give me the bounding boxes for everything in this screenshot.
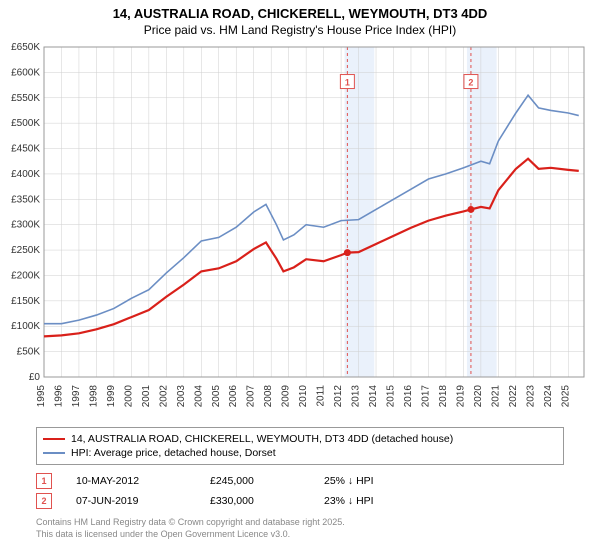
legend-swatch: [43, 452, 65, 454]
svg-text:2021: 2021: [490, 384, 501, 407]
svg-text:1997: 1997: [71, 384, 82, 407]
chart-area: 1 2 £0 £50K £100K £150K £200K £250K £300K £350K £4…: [0, 41, 600, 421]
svg-text:2009: 2009: [281, 384, 292, 407]
svg-text:£250K: £250K: [11, 245, 40, 256]
svg-text:2025: 2025: [560, 384, 571, 407]
svg-text:£400K: £400K: [11, 169, 40, 180]
transaction-price: £245,000: [210, 475, 300, 487]
svg-text:2008: 2008: [263, 384, 274, 407]
transaction-pct: 23% ↓ HPI: [324, 495, 424, 507]
transaction-date: 07-JUN-2019: [76, 495, 186, 507]
svg-text:2022: 2022: [508, 384, 519, 407]
svg-text:£550K: £550K: [11, 93, 40, 104]
svg-text:2010: 2010: [298, 384, 309, 407]
legend: 14, AUSTRALIA ROAD, CHICKERELL, WEYMOUTH…: [36, 427, 564, 465]
svg-text:2003: 2003: [176, 384, 187, 407]
chart-subtitle: Price paid vs. HM Land Registry's House …: [0, 23, 600, 41]
svg-text:2017: 2017: [420, 384, 431, 407]
svg-text:£150K: £150K: [11, 296, 40, 307]
svg-text:2023: 2023: [525, 384, 536, 407]
footer-line2: This data is licensed under the Open Gov…: [36, 529, 564, 541]
svg-text:£450K: £450K: [11, 143, 40, 154]
svg-text:2024: 2024: [543, 384, 554, 407]
svg-text:2016: 2016: [403, 384, 414, 407]
svg-text:£200K: £200K: [11, 270, 40, 281]
svg-text:£350K: £350K: [11, 194, 40, 205]
svg-text:2006: 2006: [228, 384, 239, 407]
svg-text:£600K: £600K: [11, 67, 40, 78]
legend-label: 14, AUSTRALIA ROAD, CHICKERELL, WEYMOUTH…: [71, 433, 453, 445]
svg-text:1996: 1996: [53, 384, 64, 407]
svg-text:2020: 2020: [473, 384, 484, 407]
svg-text:1999: 1999: [106, 384, 117, 407]
svg-text:2018: 2018: [438, 384, 449, 407]
svg-text:£100K: £100K: [11, 321, 40, 332]
svg-text:2015: 2015: [386, 384, 397, 407]
legend-row: HPI: Average price, detached house, Dors…: [43, 446, 557, 460]
svg-text:1998: 1998: [88, 384, 99, 407]
transactions-table: 1 10-MAY-2012 £245,000 25% ↓ HPI 2 07-JUN-201…: [36, 471, 564, 511]
footer-line1: Contains HM Land Registry data © Crown c…: [36, 517, 564, 529]
transaction-row: 2 07-JUN-2019 £330,000 23% ↓ HPI: [36, 491, 564, 511]
svg-text:1995: 1995: [36, 384, 47, 407]
svg-text:2005: 2005: [211, 384, 222, 407]
svg-text:£0: £0: [29, 372, 41, 383]
chart-svg: 1 2 £0 £50K £100K £150K £200K £250K £300K £350K £4…: [0, 41, 600, 421]
legend-swatch: [43, 438, 65, 440]
svg-text:£650K: £650K: [11, 42, 40, 53]
footer-attribution: Contains HM Land Registry data © Crown c…: [36, 517, 564, 540]
svg-text:2014: 2014: [368, 384, 379, 407]
svg-text:£500K: £500K: [11, 118, 40, 129]
svg-text:2013: 2013: [351, 384, 362, 407]
marker-badge: 2: [36, 493, 52, 509]
svg-text:2002: 2002: [158, 384, 169, 407]
svg-text:2004: 2004: [193, 384, 204, 407]
svg-text:£50K: £50K: [17, 347, 41, 358]
svg-text:2012: 2012: [333, 384, 344, 407]
transaction-date: 10-MAY-2012: [76, 475, 186, 487]
svg-text:2000: 2000: [123, 384, 134, 407]
svg-text:£300K: £300K: [11, 220, 40, 231]
transaction-row: 1 10-MAY-2012 £245,000 25% ↓ HPI: [36, 471, 564, 491]
legend-row: 14, AUSTRALIA ROAD, CHICKERELL, WEYMOUTH…: [43, 432, 557, 446]
chart-title: 14, AUSTRALIA ROAD, CHICKERELL, WEYMOUTH…: [0, 0, 600, 23]
svg-text:2007: 2007: [246, 384, 257, 407]
marker-badge: 1: [36, 473, 52, 489]
transaction-pct: 25% ↓ HPI: [324, 475, 424, 487]
legend-label: HPI: Average price, detached house, Dors…: [71, 447, 276, 459]
transaction-price: £330,000: [210, 495, 300, 507]
svg-text:2: 2: [468, 77, 473, 87]
svg-text:2019: 2019: [455, 384, 466, 407]
svg-text:2011: 2011: [316, 384, 327, 406]
svg-text:1: 1: [345, 77, 350, 87]
svg-text:2001: 2001: [141, 384, 152, 407]
